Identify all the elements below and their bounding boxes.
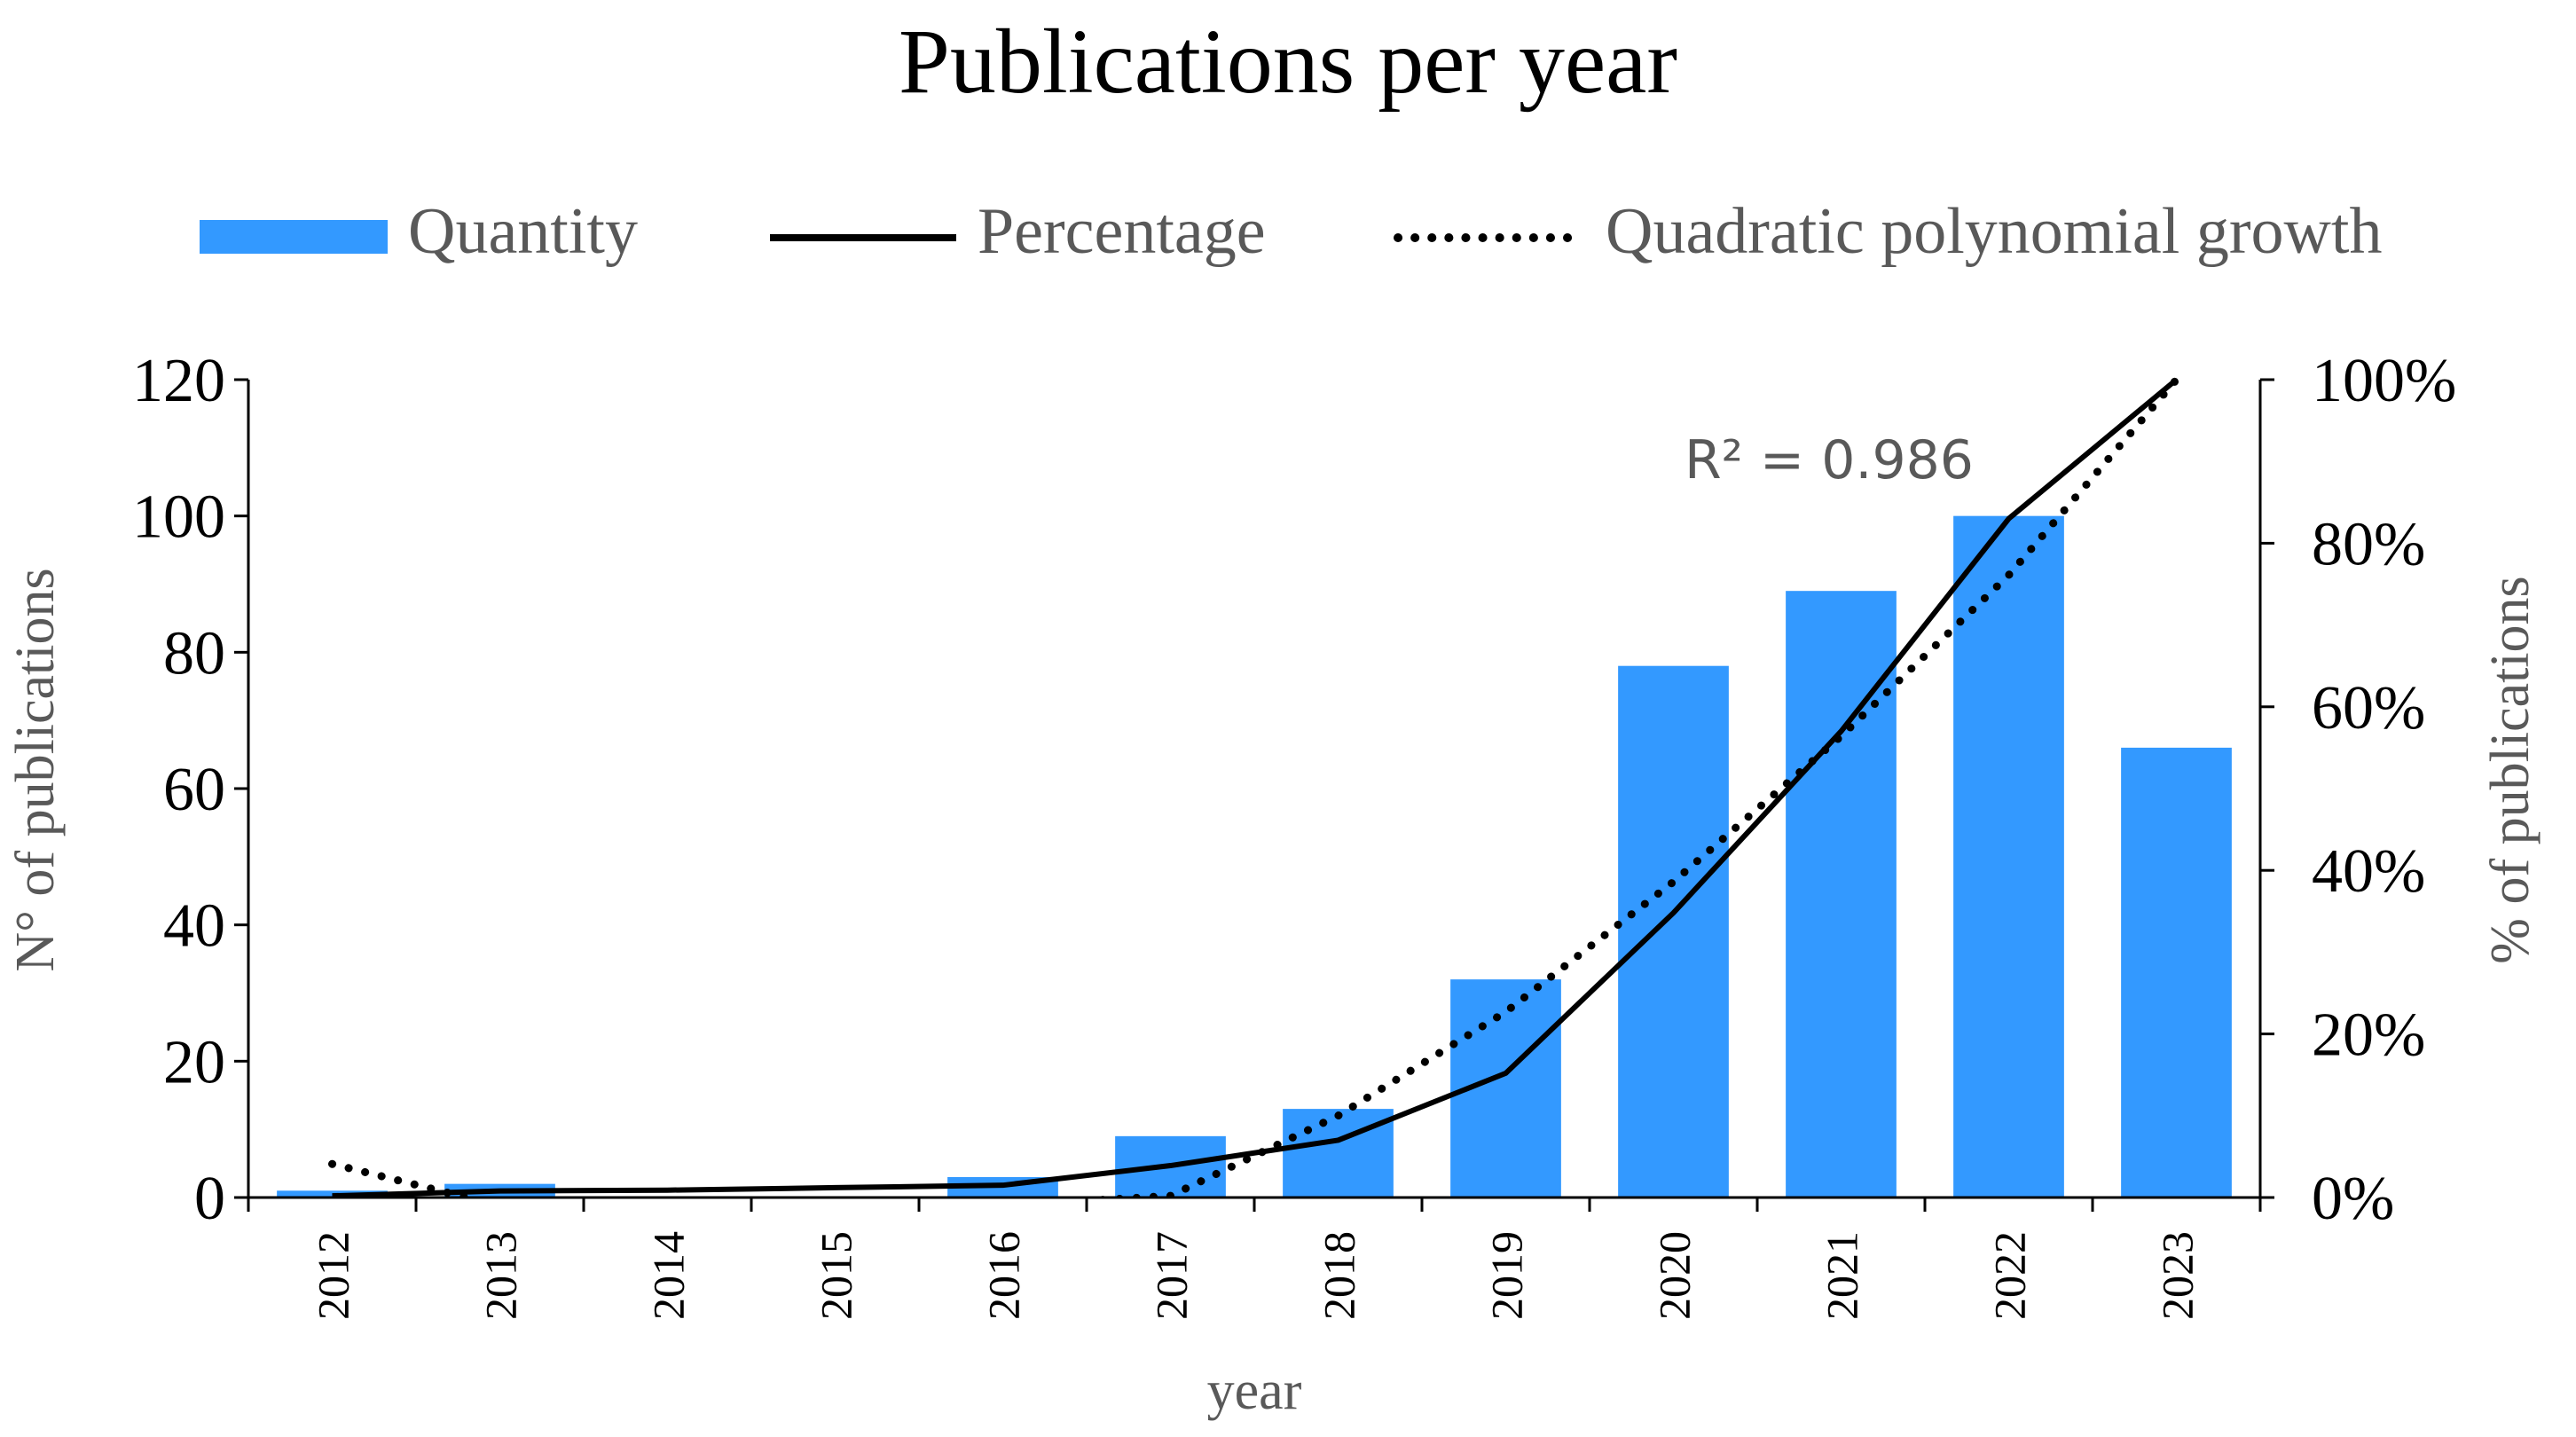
x-tick-label-2017: 2017 xyxy=(1147,1231,1197,1320)
y-tick-label-20: 20 xyxy=(163,1028,225,1096)
y2-tick-label-0pct: 0% xyxy=(2312,1165,2394,1233)
bar-2021 xyxy=(1786,591,1897,1198)
bar-2020 xyxy=(1618,665,1729,1198)
x-tick-label-2014: 2014 xyxy=(644,1231,694,1320)
bar-2023 xyxy=(2121,747,2232,1198)
legend-label-percentage: Percentage xyxy=(978,195,1266,268)
legend: Quantity Percentage Quadratic polynomial… xyxy=(200,195,2382,268)
y-tick-label-40: 40 xyxy=(163,892,225,961)
line-quadratic-trend xyxy=(328,375,2180,1198)
y-tick-label-100: 100 xyxy=(132,483,225,552)
legend-swatch-quantity xyxy=(200,220,388,254)
y-tick-label-80: 80 xyxy=(163,619,225,687)
x-tick-label-2016: 2016 xyxy=(979,1231,1029,1320)
x-axis-title: year xyxy=(1207,1361,1302,1421)
x-tick-label-2019: 2019 xyxy=(1482,1231,1532,1320)
chart-title: Publications per year xyxy=(899,11,1677,113)
y2-tick-label-100pct: 100% xyxy=(2312,347,2456,415)
y-tick-label-60: 60 xyxy=(163,756,225,824)
x-tick-label-2018: 2018 xyxy=(1315,1231,1364,1320)
x-tick-label-2022: 2022 xyxy=(1985,1231,2035,1320)
x-tick-label-2023: 2023 xyxy=(2153,1231,2203,1320)
y2-tick-label-60pct: 60% xyxy=(2312,674,2425,742)
y-axis-title: N° of publications xyxy=(5,568,66,971)
legend-label-trendline: Quadratic polynomial growth xyxy=(1606,195,2382,268)
y-tick-label-120: 120 xyxy=(132,347,225,415)
y2-tick-label-40pct: 40% xyxy=(2312,837,2425,906)
y2-tick-label-20pct: 20% xyxy=(2312,1001,2425,1070)
y2-tick-label-80pct: 80% xyxy=(2312,510,2425,578)
y2-axis-title: % of publications xyxy=(2480,576,2541,963)
y-tick-label-0: 0 xyxy=(194,1165,225,1233)
x-tick-label-2020: 2020 xyxy=(1650,1231,1700,1320)
x-tick-label-2021: 2021 xyxy=(1818,1231,1867,1320)
x-tick-label-2012: 2012 xyxy=(309,1231,358,1320)
legend-label-quantity: Quantity xyxy=(408,195,638,268)
r-squared-annotation: R² = 0.986 xyxy=(1685,429,1974,491)
line-percentage xyxy=(332,377,2179,1199)
plot-area: 0 20 40 60 80 100 120 0% 20% 40% 60% 80% 100% 2012 201… xyxy=(132,347,2456,1320)
bar-2022 xyxy=(1953,515,2064,1198)
x-tick-label-2015: 2015 xyxy=(812,1231,861,1320)
x-tick-label-2013: 2013 xyxy=(476,1231,526,1320)
